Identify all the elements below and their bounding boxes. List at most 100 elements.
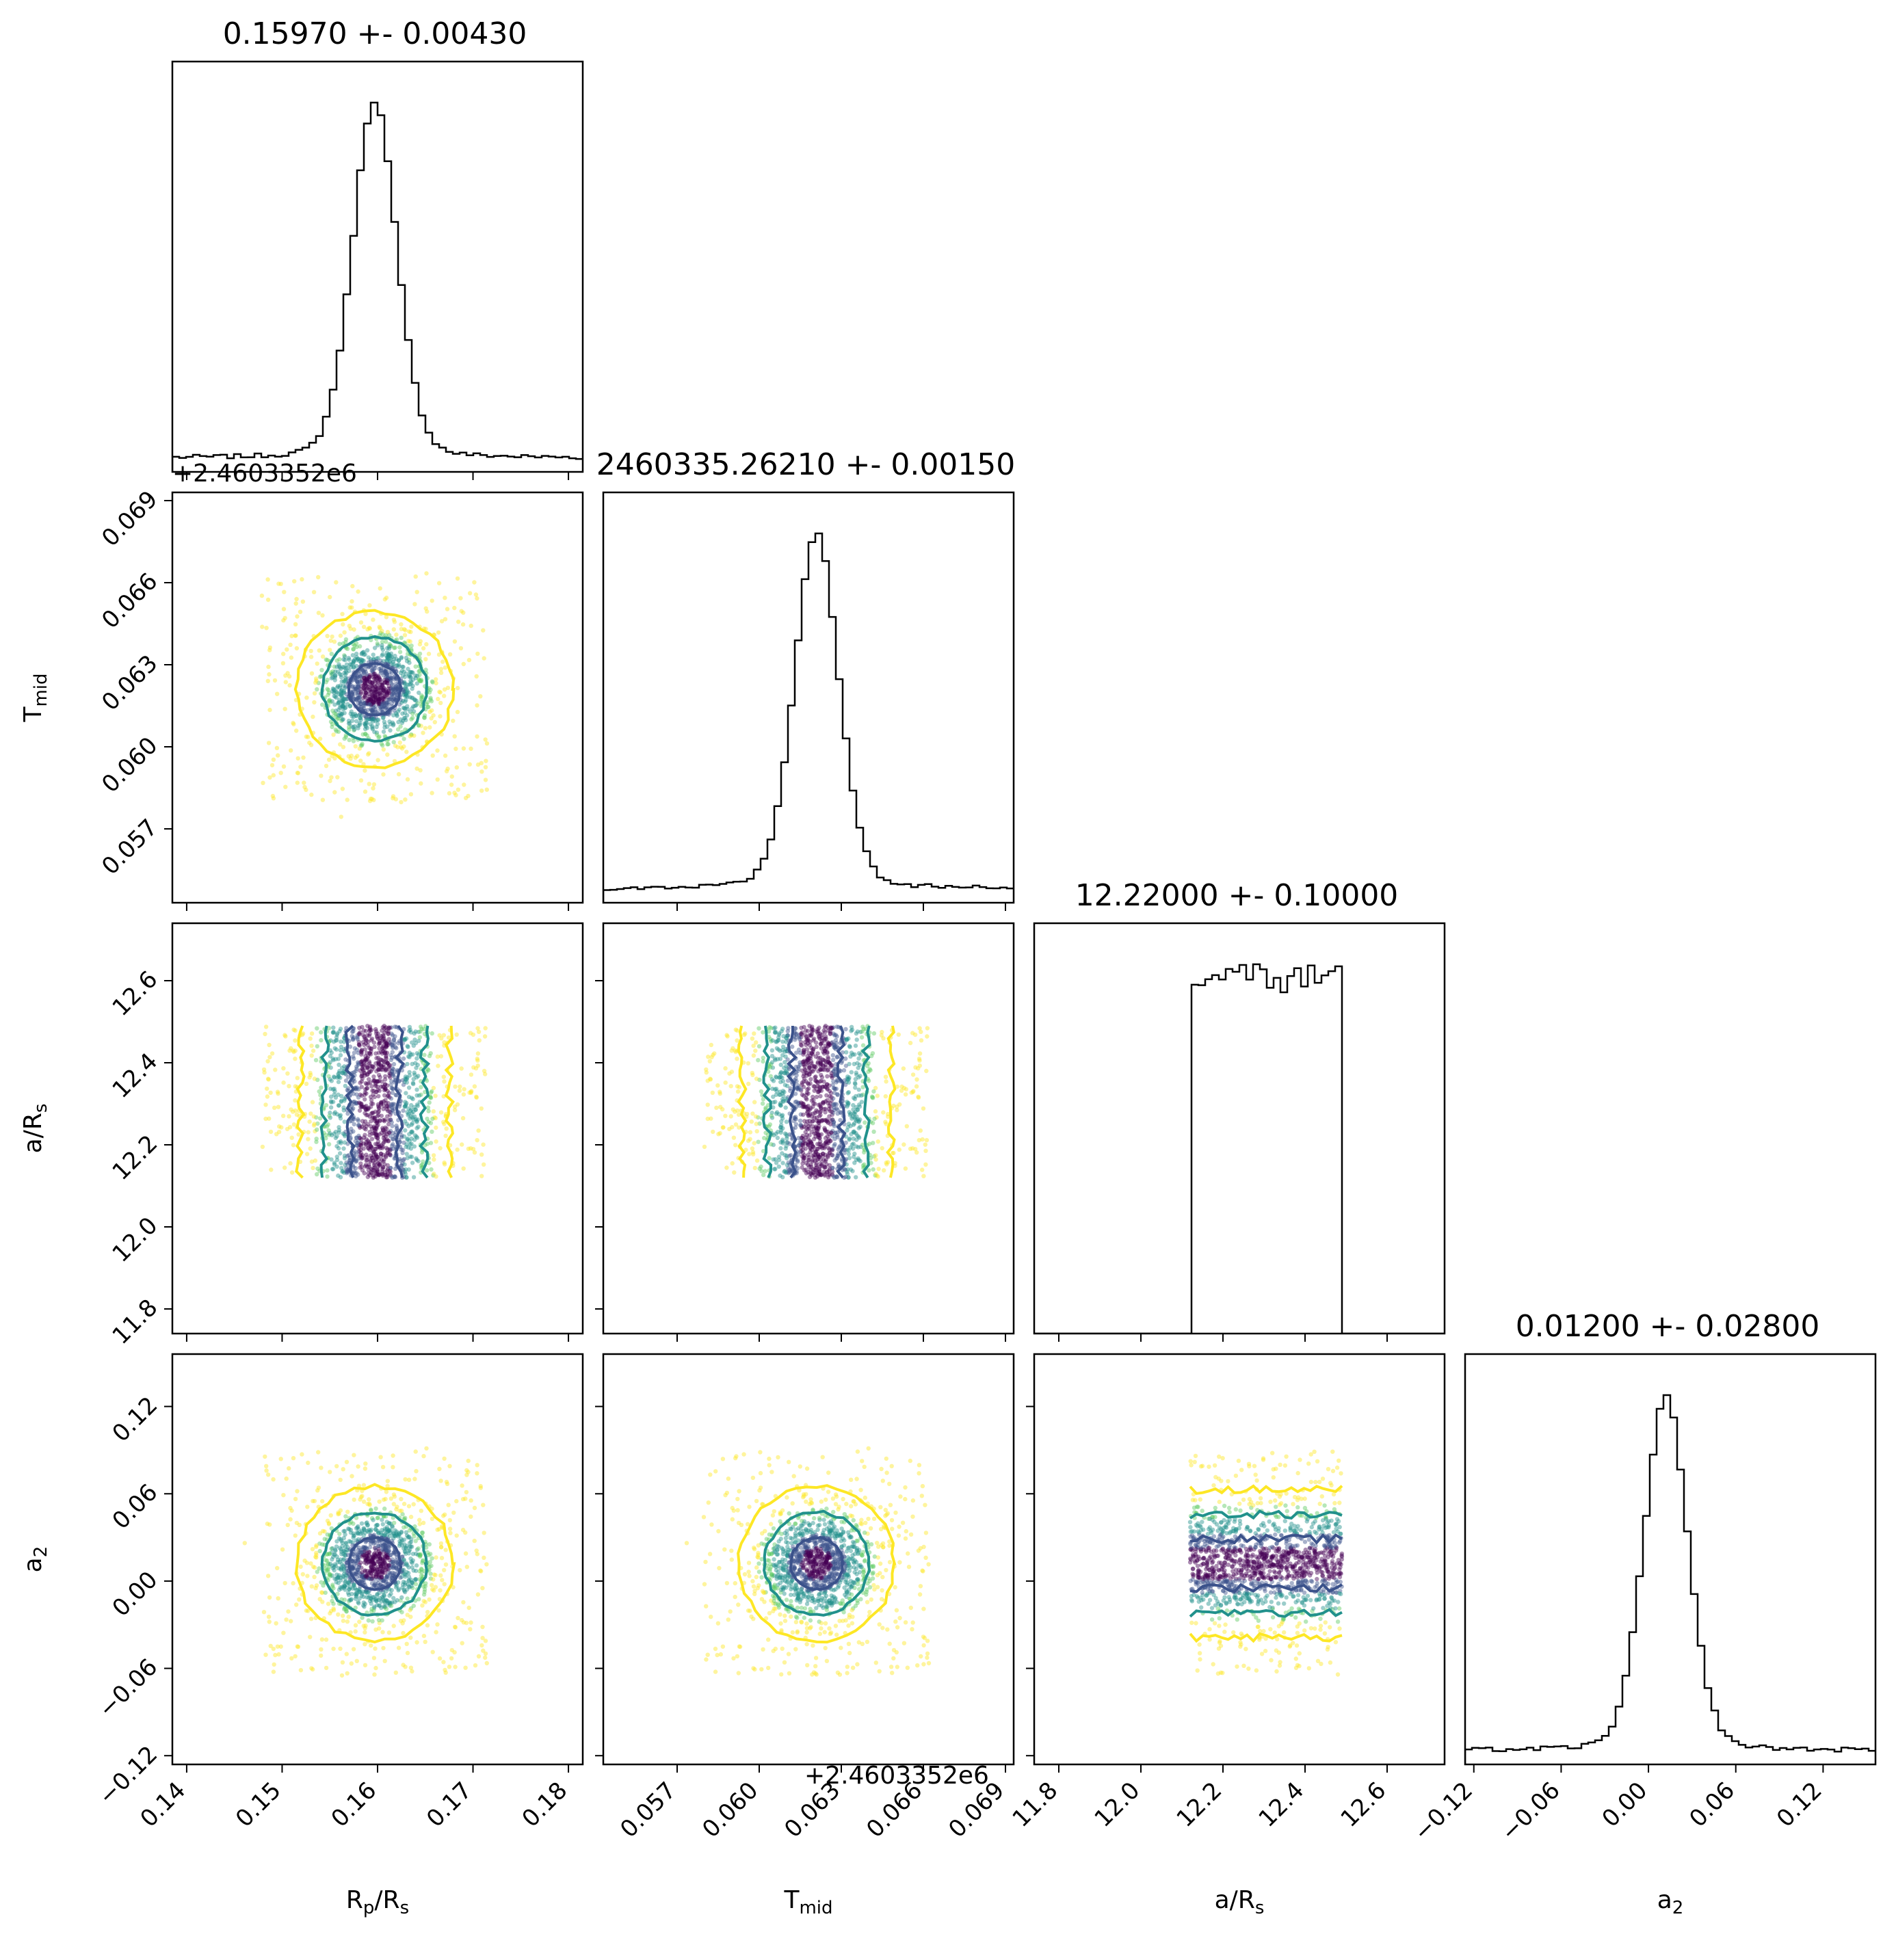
scatter-point [354, 651, 359, 657]
scatter-point [384, 1041, 389, 1046]
scatter-point [747, 1152, 752, 1156]
scatter-point [271, 757, 276, 763]
scatter-point [429, 716, 434, 721]
scatter-point [332, 1092, 337, 1097]
scatter-point [365, 698, 369, 703]
scatter-point [482, 1162, 486, 1167]
scatter-point [329, 676, 334, 680]
scatter-point [806, 1113, 811, 1117]
scatter-point [362, 703, 367, 708]
scatter-point [817, 1114, 822, 1119]
scatter-point [385, 1061, 390, 1066]
scatter-point [362, 680, 367, 685]
scatter-point [825, 1068, 830, 1073]
scatter-point [804, 1079, 808, 1084]
scatter-point [367, 1070, 371, 1074]
scatter-point [806, 1170, 811, 1175]
scatter-point [382, 719, 387, 724]
scatter-point [446, 1035, 451, 1040]
scatter-point [389, 1110, 394, 1115]
scatter-point [910, 1072, 916, 1077]
scatter-point [341, 690, 346, 695]
scatter-point [373, 1152, 378, 1158]
scatter-point [769, 1048, 775, 1053]
scatter-point [382, 597, 387, 602]
scatter-point [401, 1140, 406, 1145]
scatter-point [391, 659, 396, 665]
scatter-point [371, 1101, 376, 1107]
scatter-point [347, 737, 352, 743]
scatter-point [811, 1145, 816, 1150]
panel-tmid-tmid [603, 532, 1014, 903]
scatter-point [378, 685, 384, 690]
scatter-point [389, 651, 394, 656]
scatter-point [720, 1107, 725, 1112]
scatter-point [801, 1085, 806, 1089]
scatter-point [434, 677, 438, 682]
scatter-point [328, 719, 334, 724]
scatter-point [802, 1024, 806, 1030]
scatter-point [821, 1057, 826, 1063]
scatter-point [376, 1161, 381, 1166]
scatter-point [359, 1137, 364, 1142]
scatter-point [380, 1145, 385, 1151]
scatter-point [366, 685, 371, 690]
scatter-point [851, 1141, 856, 1146]
scatter-point [361, 683, 366, 688]
scatter-point [379, 1143, 384, 1148]
scatter-point [867, 1141, 872, 1146]
scatter-point [352, 728, 356, 733]
scatter-point [376, 1164, 380, 1169]
scatter-point [293, 1496, 298, 1502]
scatter-point [855, 1107, 860, 1112]
scatter-point [304, 1081, 309, 1087]
scatter-point [483, 737, 488, 742]
scatter-point [852, 1121, 857, 1126]
scatter-point [316, 680, 321, 685]
scatter-point [784, 1039, 789, 1044]
scatter-point [410, 1161, 415, 1165]
scatter-point [356, 683, 361, 688]
scatter-point [367, 751, 371, 756]
scatter-point [283, 1034, 288, 1039]
scatter-point [330, 689, 335, 694]
scatter-point [780, 1052, 785, 1058]
scatter-point [337, 1070, 341, 1076]
scatter-point [364, 1038, 369, 1043]
scatter-point [754, 1040, 759, 1045]
scatter-point [389, 1025, 394, 1030]
scatter-point [787, 1167, 792, 1172]
scatter-point [352, 1171, 357, 1176]
scatter-point [811, 1052, 815, 1057]
scatter-point [802, 1076, 807, 1081]
scatter-point [343, 1072, 348, 1077]
scatter-point [406, 1111, 411, 1116]
scatter-point [309, 1584, 314, 1589]
scatter-point [367, 1114, 372, 1119]
scatter-point [373, 1146, 378, 1152]
scatter-point [293, 1057, 298, 1061]
scatter-point [798, 1050, 803, 1055]
scatter-point [427, 709, 432, 715]
scatter-point [369, 1098, 374, 1102]
scatter-point [384, 692, 389, 697]
scatter-point [376, 1042, 381, 1047]
scatter-point [333, 712, 338, 717]
scatter-point [428, 1095, 433, 1100]
scatter-point [399, 654, 404, 660]
scatter-point [343, 676, 348, 680]
scatter-point [717, 1130, 722, 1136]
scatter-point [376, 1142, 382, 1147]
scatter-point [382, 1506, 387, 1511]
scatter-point [849, 1070, 854, 1075]
scatter-point [763, 1169, 768, 1174]
scatter-point [404, 1122, 409, 1126]
scatter-point [405, 706, 410, 712]
scatter-point [807, 1133, 812, 1138]
scatter-point [391, 1037, 396, 1043]
scatter-point [385, 1083, 390, 1088]
scatter-point [367, 697, 373, 702]
scatter-point [404, 750, 409, 754]
scatter-point [349, 662, 354, 667]
scatter-point [373, 1174, 378, 1179]
